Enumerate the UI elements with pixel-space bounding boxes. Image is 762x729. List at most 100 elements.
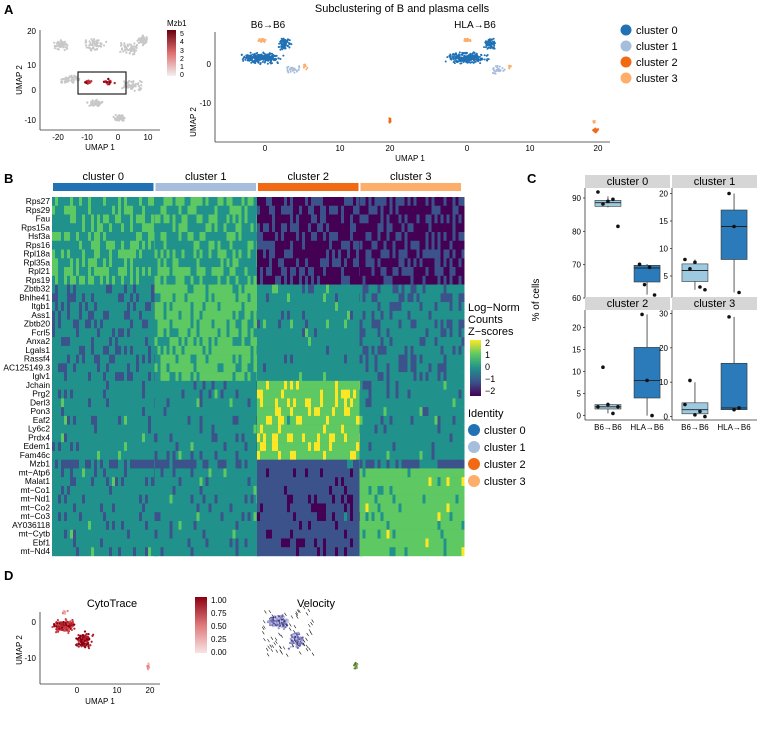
heatmap-cell xyxy=(64,538,67,548)
heatmap-cell xyxy=(263,503,266,513)
heatmap-cell xyxy=(118,345,121,355)
cell-point xyxy=(266,62,269,65)
heatmap-cell xyxy=(226,249,230,259)
heatmap-cell xyxy=(205,310,209,320)
heatmap-cell xyxy=(55,258,58,268)
heatmap-cell xyxy=(157,494,161,504)
cell-point xyxy=(486,59,489,62)
heatmap-cell xyxy=(305,267,308,277)
heatmap-cell xyxy=(190,398,194,408)
heatmap-cell xyxy=(220,293,224,303)
heatmap-cell xyxy=(145,258,148,268)
heatmap-cell xyxy=(290,468,293,478)
heatmap-cell xyxy=(244,197,248,206)
heatmap-cell xyxy=(118,494,121,504)
heatmap-cell xyxy=(238,547,242,557)
heatmap-cell xyxy=(266,258,269,268)
heatmap-cell xyxy=(287,319,290,329)
heatmap-cell xyxy=(247,345,251,355)
heatmap-cell xyxy=(67,424,70,434)
heatmap-cell xyxy=(85,214,88,224)
heatmap-cell xyxy=(100,547,103,557)
heatmap-cell xyxy=(190,407,194,417)
heatmap-cell xyxy=(266,223,269,233)
heatmap-cell xyxy=(148,319,151,329)
heatmap-cell xyxy=(67,293,70,303)
heatmap-cell xyxy=(64,293,67,303)
heatmap-cell xyxy=(193,354,197,364)
heatmap-cell xyxy=(115,302,118,312)
heatmap-cell xyxy=(217,258,221,268)
heatmap-cell xyxy=(214,319,218,329)
heatmap-cell xyxy=(85,328,88,338)
heatmap-cell xyxy=(175,538,179,548)
heatmap-cell xyxy=(88,354,91,364)
heatmap-cell xyxy=(100,477,103,487)
cell-point xyxy=(135,44,139,47)
heatmap-cell xyxy=(260,547,263,557)
heatmap-cell xyxy=(124,512,127,522)
heatmap-cell xyxy=(281,485,284,495)
heatmap-cell xyxy=(244,223,248,233)
panel-letter-b: B xyxy=(4,171,13,186)
heatmap-cell xyxy=(193,512,197,522)
heatmap-cell xyxy=(97,363,100,373)
heatmap-cell xyxy=(112,433,115,443)
heatmap-cell xyxy=(118,538,121,548)
heatmap-cell xyxy=(193,450,197,460)
heatmap-cell xyxy=(73,337,76,347)
heatmap-cell xyxy=(175,407,179,417)
heatmap-cell xyxy=(163,415,167,425)
heatmap-cell xyxy=(124,424,127,434)
heatmap-cell xyxy=(79,398,82,408)
heatmap-cell xyxy=(220,372,224,382)
heatmap-cell xyxy=(211,249,215,259)
heatmap-cell xyxy=(97,380,100,390)
heatmap-cell xyxy=(275,538,278,548)
heatmap-cell xyxy=(145,275,148,285)
heatmap-cell xyxy=(232,398,236,408)
heatmap-cell xyxy=(266,380,269,390)
heatmap-cell xyxy=(94,267,97,277)
heatmap-cell xyxy=(163,433,167,443)
heatmap-cell xyxy=(226,214,230,224)
heatmap-cell xyxy=(166,520,170,530)
heatmap-cell xyxy=(76,494,79,504)
heatmap-cell xyxy=(299,337,302,347)
heatmap-cell xyxy=(88,310,91,320)
heatmap-cell xyxy=(130,337,133,347)
heatmap-cell xyxy=(302,407,305,417)
heatmap-cell xyxy=(52,520,55,530)
heatmap-cell xyxy=(91,372,94,382)
heatmap-cell xyxy=(293,197,296,206)
heatmap-cell xyxy=(166,310,170,320)
heatmap-cell xyxy=(235,415,239,425)
heatmap-cell xyxy=(106,433,109,443)
heatmap-cell xyxy=(145,512,148,522)
heatmap-cell xyxy=(100,197,103,206)
split-xtick: 20 xyxy=(594,144,603,153)
heatmap-cell xyxy=(208,450,212,460)
heatmap-cell xyxy=(175,337,179,347)
cell-point xyxy=(129,50,132,53)
heatmap-cell xyxy=(157,398,161,408)
heatmap-cell xyxy=(208,503,212,513)
heatmap-cell xyxy=(247,477,251,487)
heatmap-cell xyxy=(253,197,257,206)
heatmap-cell xyxy=(220,398,224,408)
heatmap-cell xyxy=(127,512,130,522)
heatmap-cell xyxy=(139,538,142,548)
heatmap-cell xyxy=(275,310,278,320)
heatmap-cell xyxy=(253,363,257,373)
heatmap-cell xyxy=(166,494,170,504)
heatmap-cell xyxy=(73,284,76,294)
heatmap-cell xyxy=(127,389,130,399)
heatmap-cell xyxy=(226,328,230,338)
heatmap-cell xyxy=(257,302,260,312)
heatmap-cell xyxy=(127,240,130,250)
heatmap-cell xyxy=(91,477,94,487)
heatmap-cell xyxy=(263,275,266,285)
heatmap-cell xyxy=(142,232,145,241)
heatmap-cell xyxy=(305,293,308,303)
heatmap-cell xyxy=(178,372,182,382)
